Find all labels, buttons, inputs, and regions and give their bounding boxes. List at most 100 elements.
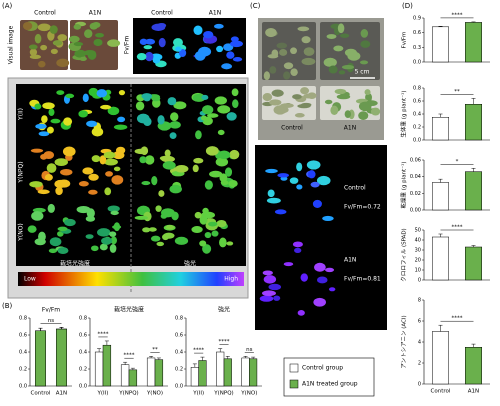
leaf [82, 167, 94, 175]
leaf [88, 175, 96, 180]
leaf [300, 87, 310, 95]
leaf [307, 92, 317, 100]
leaf [262, 93, 273, 102]
leaf [306, 160, 321, 170]
bar [465, 22, 482, 63]
leaf [292, 241, 303, 248]
leaf [266, 197, 281, 204]
leaf [274, 209, 287, 215]
leaf [273, 105, 287, 115]
leaf [79, 56, 87, 61]
leaf [297, 26, 310, 32]
leaf [144, 38, 156, 45]
significance-label: ** [152, 347, 158, 353]
leaf [214, 96, 227, 105]
leaf [200, 115, 207, 121]
leaf [104, 187, 112, 196]
leaf [50, 48, 58, 55]
significance-label: **** [124, 353, 135, 359]
x-tick-label: A1N [468, 389, 479, 395]
y-tick-label: 0.0 [413, 60, 421, 66]
leaf [263, 275, 277, 284]
leaf [139, 156, 147, 164]
leaf [34, 33, 42, 44]
significance-label: **** [193, 348, 204, 354]
leaf [64, 218, 76, 227]
leaf [325, 267, 335, 273]
leaf [359, 60, 369, 65]
leaf [191, 226, 203, 234]
y-tick-label: 0 [418, 382, 421, 388]
bar [94, 351, 104, 387]
leaf [115, 146, 126, 154]
chart-title: 栽培光強度 [114, 306, 144, 314]
leaf [74, 49, 86, 58]
leaf [60, 168, 73, 176]
leaf [232, 99, 239, 109]
leaf [165, 225, 174, 230]
chart-title: 強光 [218, 306, 230, 314]
y-tick-label: 0.2 [79, 367, 87, 373]
leaf [113, 124, 128, 130]
leaf [300, 273, 308, 282]
significance-label: **** [219, 339, 230, 345]
legend-label: A1N treated group [302, 381, 358, 388]
bar [432, 26, 449, 63]
leaf [265, 28, 277, 38]
leaf [57, 226, 68, 232]
y-tick-label: 0.8 [19, 316, 27, 322]
bar [432, 117, 449, 141]
y-axis-label: アントシアニン (ACI) [401, 315, 408, 368]
leaf [167, 97, 177, 106]
leaf [204, 232, 212, 239]
leaf [50, 118, 61, 124]
leaf [141, 93, 153, 100]
legend-swatch [289, 363, 299, 373]
image-label: A1N [209, 10, 221, 17]
leaf [164, 149, 171, 158]
leaf [360, 29, 369, 38]
leaf [76, 206, 91, 214]
y-tick-label: 0.9 [413, 16, 421, 22]
leaf [46, 126, 54, 134]
leaf [290, 68, 298, 76]
leaf [99, 155, 107, 165]
x-tick-label: A1N [56, 391, 67, 397]
leaf [156, 241, 165, 247]
x-tick-label: Control [431, 389, 451, 395]
y-tick-label: 0.0 [413, 138, 421, 144]
significance-label: **** [452, 225, 463, 231]
bar [190, 367, 199, 387]
leaf [118, 89, 126, 96]
y-tick-label: 6 [418, 319, 421, 325]
bar [154, 359, 164, 387]
color-scale [18, 272, 244, 286]
y-tick-label: 40 [415, 238, 421, 244]
y-tick-label: 0.4 [413, 112, 421, 118]
row-label: Y(NO) [18, 223, 25, 242]
leaf [107, 39, 121, 47]
bar [102, 344, 112, 387]
scale-label: Low [24, 276, 36, 283]
leaf [173, 101, 187, 110]
leaf [194, 211, 202, 219]
leaf [31, 211, 44, 221]
image-label: Control [151, 10, 173, 17]
leaf [107, 106, 120, 116]
y-axis-label: 乾燥重 (g plant⁻¹) [400, 162, 408, 209]
leaf [339, 33, 350, 38]
leaf [344, 110, 352, 118]
significance-label: **** [452, 316, 463, 322]
leaf [202, 244, 212, 254]
bar [465, 347, 482, 385]
leaf [110, 210, 119, 216]
leaf [152, 57, 161, 64]
leaf [63, 117, 73, 126]
legend-box [283, 357, 375, 397]
leaf [96, 89, 108, 98]
leaf [219, 237, 227, 248]
leaf [313, 297, 326, 307]
legend-swatch [289, 379, 299, 389]
leaf [136, 52, 147, 61]
